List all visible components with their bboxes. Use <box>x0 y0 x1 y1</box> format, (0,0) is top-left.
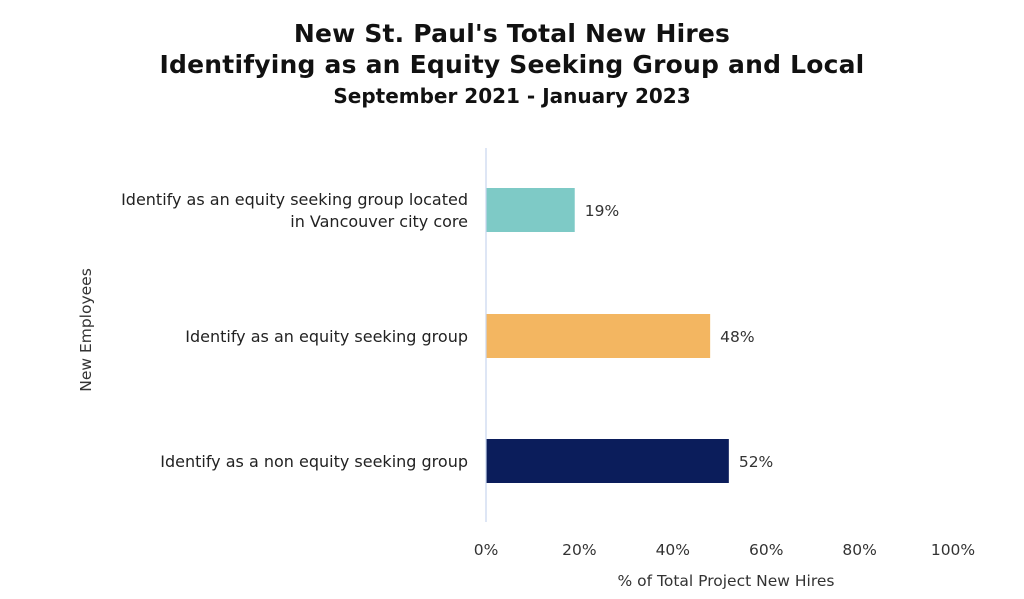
bars-group <box>486 188 729 483</box>
bar-3 <box>486 439 729 483</box>
category-label-1-line-1: Identify as an equity seeking group loca… <box>121 190 468 209</box>
x-tick-label-4: 60% <box>749 541 783 559</box>
x-tick-label-6: 100% <box>931 541 975 559</box>
x-axis-title: % of Total Project New Hires <box>618 572 835 590</box>
x-tick-label-5: 80% <box>842 541 876 559</box>
chart-title-block: New St. Paul's Total New Hires Identifyi… <box>0 18 1024 110</box>
category-label-2-line-1: Identify as an equity seeking group <box>185 327 468 346</box>
category-label-1-line-2: in Vancouver city core <box>290 212 468 231</box>
x-tick-label-1: 0% <box>474 541 499 559</box>
chart-title-line-1: New St. Paul's Total New Hires <box>293 19 731 48</box>
data-label-3: 52% <box>739 453 773 471</box>
data-label-1: 19% <box>585 202 619 220</box>
x-tick-labels-group: 0% 20% 40% 60% 80% 100% <box>474 541 975 559</box>
y-axis-title: New Employees <box>77 268 95 392</box>
bar-1 <box>486 188 575 232</box>
x-tick-label-2: 20% <box>562 541 596 559</box>
data-labels-group: 19% 48% 52% <box>585 202 774 471</box>
x-tick-label-3: 40% <box>656 541 690 559</box>
bar-2 <box>486 314 711 358</box>
chart-title-line-2: Identifying as an Equity Seeking Group a… <box>159 50 865 79</box>
data-label-2: 48% <box>720 328 754 346</box>
category-label-3-line-1: Identify as a non equity seeking group <box>160 452 468 471</box>
chart-subtitle: September 2021 - January 2023 <box>333 84 691 108</box>
category-labels-group: Identify as an equity seeking group loca… <box>121 190 468 471</box>
